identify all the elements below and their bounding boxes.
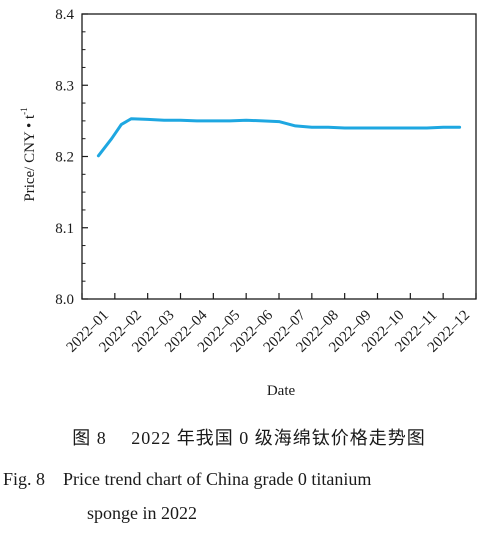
plot-area-frame <box>81 13 477 300</box>
y-tick-label: 8.3 <box>55 78 74 94</box>
x-axis-ticks <box>81 293 477 299</box>
y-tick-label: 8.1 <box>55 221 74 237</box>
y-tick-label: 8.2 <box>55 150 74 166</box>
y-tick-label: 8.4 <box>55 7 74 23</box>
y-tick-label: 8.0 <box>55 292 74 308</box>
y-axis-title-superscript: -1 <box>19 107 29 115</box>
figure-caption-english-line-1: Fig. 8 Price trend chart of China grade … <box>3 469 372 489</box>
y-axis-ticks <box>82 13 88 300</box>
x-axis-title: Date <box>267 383 296 399</box>
price-trend-chart: 8.0 8.1 8.2 8.3 8.4 2022–012022–022022–03202… <box>19 7 477 399</box>
y-axis-tick-labels: 8.0 8.1 8.2 8.3 8.4 <box>55 7 74 308</box>
figure-caption-chinese: 图 8 2022 年我国 0 级海绵钛价格走势图 <box>72 428 426 448</box>
price-series-line <box>96 117 462 158</box>
y-axis-title: Price/ CNY • t-1 <box>19 107 38 201</box>
x-axis-tick-labels: 2022–012022–022022–032022–042022–052022–… <box>64 307 474 356</box>
figure-caption-english-line-2: sponge in 2022 <box>87 503 197 523</box>
y-axis-title-main: Price/ CNY • t <box>22 114 38 202</box>
